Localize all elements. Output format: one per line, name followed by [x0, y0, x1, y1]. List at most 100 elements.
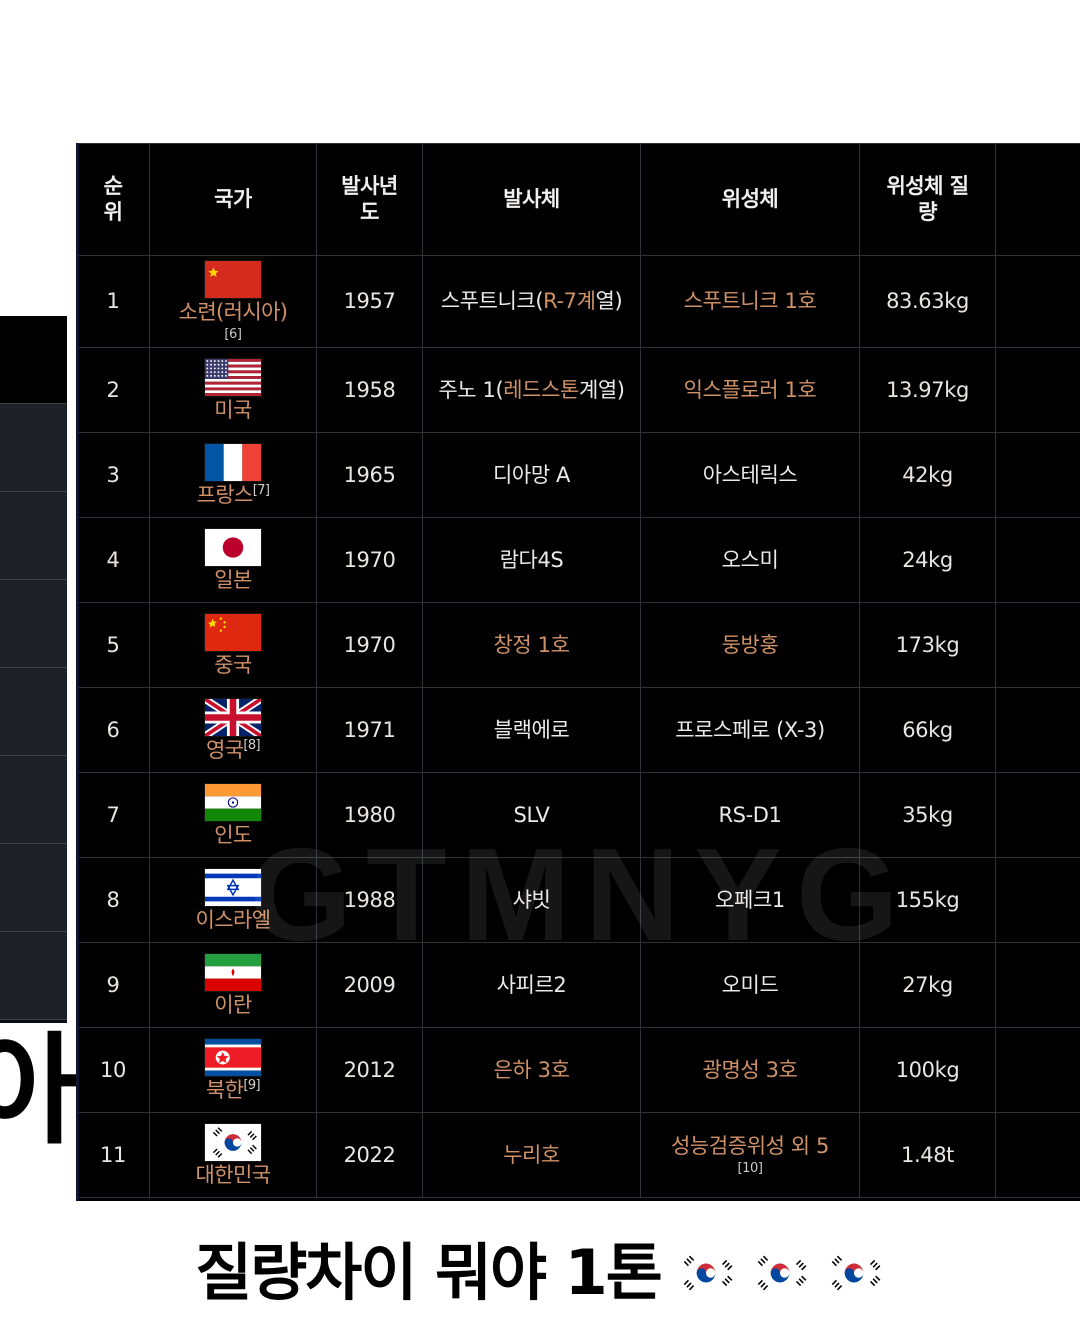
header-line: 순	[103, 173, 123, 198]
flag-south-korea-icon	[748, 1252, 811, 1294]
header-line: 위성체 질	[886, 173, 969, 198]
cell-year[interactable]: 1988	[316, 856, 423, 943]
left-panel-row	[0, 844, 67, 932]
vehicle-part[interactable]: R-7계	[543, 289, 596, 314]
country-name[interactable]: 북한[9]	[205, 1077, 261, 1102]
cell-year[interactable]: 1957	[316, 255, 423, 348]
cell-country: 인도	[149, 771, 317, 858]
flag-south-korea	[204, 1122, 262, 1162]
vehicle-part: 람다4S	[499, 547, 564, 572]
cell-year[interactable]: 1970	[316, 516, 423, 603]
header-line: 도	[360, 199, 379, 224]
cell-country: 영국[8]	[149, 686, 317, 773]
cell-capability: 가능	[995, 346, 1080, 433]
cell-capability: 가능	[995, 601, 1080, 688]
cell-year[interactable]: 1980	[316, 771, 423, 858]
cell-capability: 불가능	[995, 941, 1080, 1028]
vehicle-part: 사피르2	[496, 972, 567, 997]
cell-country: 이란	[149, 941, 317, 1028]
cell-capability: 불가능	[995, 856, 1080, 943]
cell-year[interactable]: 1958	[316, 346, 423, 433]
flag-north-korea	[204, 1037, 262, 1077]
flag-israel	[204, 867, 262, 907]
bottom-caption: 질량차이 뭐야 1톤	[0, 1228, 1080, 1318]
left-panel-row	[0, 756, 67, 844]
cell-satellite: 둥방훙	[640, 601, 860, 688]
cell-country: 대한민국	[149, 1111, 317, 1198]
left-panel-row	[0, 316, 67, 404]
cell-satellite: 익스플로러 1호	[640, 346, 860, 433]
cell-year[interactable]: 1970	[316, 601, 423, 688]
flag-france	[204, 442, 262, 482]
vehicle-part[interactable]: 레드스톤	[503, 377, 579, 402]
cell-rank: 4	[76, 516, 150, 603]
country-reference[interactable]: [9]	[243, 1077, 261, 1093]
cell-capability: ESA 가능	[995, 686, 1080, 773]
flag-south-korea-icon	[674, 1252, 737, 1294]
cell-vehicle: 누리호	[422, 1111, 641, 1198]
country-name[interactable]: 미국	[214, 397, 252, 422]
vehicle-part[interactable]: 창정 1호	[493, 632, 570, 657]
satellite-name: 오스미	[721, 547, 779, 572]
country-name[interactable]: 중국	[214, 652, 252, 677]
header-line: 위	[103, 199, 123, 224]
satellite-name[interactable]: 익스플로러 1호	[683, 377, 817, 402]
cell-country: 일본	[149, 516, 317, 603]
cell-year[interactable]: 1965	[316, 431, 423, 518]
country-name[interactable]: 프랑스[7]	[196, 482, 270, 507]
cell-capability: 가능	[995, 255, 1080, 348]
flag-united-kingdom	[204, 697, 262, 737]
country-name[interactable]: 영국[8]	[205, 737, 261, 762]
left-panel-row	[0, 580, 67, 668]
country-name[interactable]: 소련(러시아)	[178, 300, 288, 324]
satellite-name: 오페크1	[715, 887, 785, 912]
country-name[interactable]: 이스라엘	[195, 907, 271, 932]
cell-year[interactable]: 2012	[316, 1026, 423, 1113]
header-year: 발사년 도	[316, 143, 423, 256]
cell-rank: 1	[76, 255, 150, 348]
cell-year[interactable]: 2009	[316, 941, 423, 1028]
table-row: 1 소련(러시아) [6] 1957 스푸트니크(R-7계열) 스푸트니크 1호 83.63…	[76, 255, 1080, 348]
cell-year[interactable]: 1971	[316, 686, 423, 773]
country-name[interactable]: 대한민국	[195, 1162, 271, 1187]
country-reference[interactable]: [6]	[224, 327, 242, 343]
vehicle-part: SLV	[513, 802, 550, 827]
country-name[interactable]: 인도	[214, 822, 252, 847]
vehicle-part: 스푸트니크(	[440, 289, 544, 314]
cell-capability: ESA 가능	[995, 431, 1080, 518]
header-line: 국가	[214, 186, 252, 211]
vehicle-part[interactable]: 은하 3호	[493, 1057, 570, 1082]
country-reference[interactable]: [7]	[252, 482, 270, 498]
flag-soviet-union	[204, 260, 262, 299]
header-line: 발사체	[503, 186, 560, 211]
satellite-name[interactable]: 둥방훙	[721, 632, 779, 657]
cell-satellite: 오페크1	[640, 856, 860, 943]
flag-united-states	[204, 357, 262, 397]
header-line: 발사년	[341, 173, 398, 198]
cell-rank: 7	[76, 771, 150, 858]
satellite-reference[interactable]: [10]	[737, 1160, 763, 1176]
cell-rank: 2	[76, 346, 150, 433]
cell-mass: 83.63kg	[859, 255, 996, 348]
satellite-name: 오미드	[721, 972, 779, 997]
country-name[interactable]: 일본	[214, 567, 252, 592]
vehicle-part[interactable]: 누리호	[503, 1142, 560, 1167]
cell-vehicle: 은하 3호	[422, 1026, 641, 1113]
table-row: 10 북한[9] 2012 은하 3호 광명성 3호 100kg가능	[76, 1026, 1080, 1113]
cell-capability: 가능	[995, 1026, 1080, 1113]
cell-mass: 100kg	[859, 1026, 996, 1113]
country-reference[interactable]: [8]	[243, 737, 261, 753]
satellite-name[interactable]: 광명성 3호	[702, 1057, 798, 1082]
cell-mass: 35kg	[859, 771, 996, 858]
cell-year[interactable]: 2022	[316, 1111, 423, 1198]
table-row: 8 이스라엘 1988 샤빗 오페크1 155kg불가능	[76, 856, 1080, 943]
satellite-name[interactable]: 스푸트니크 1호	[683, 289, 817, 314]
cell-rank: 6	[76, 686, 150, 773]
cell-vehicle: SLV	[422, 771, 641, 858]
country-name[interactable]: 이란	[214, 992, 252, 1017]
cell-rank: 9	[76, 941, 150, 1028]
satellite-name[interactable]: 성능검증위성 외 5	[671, 1134, 829, 1159]
